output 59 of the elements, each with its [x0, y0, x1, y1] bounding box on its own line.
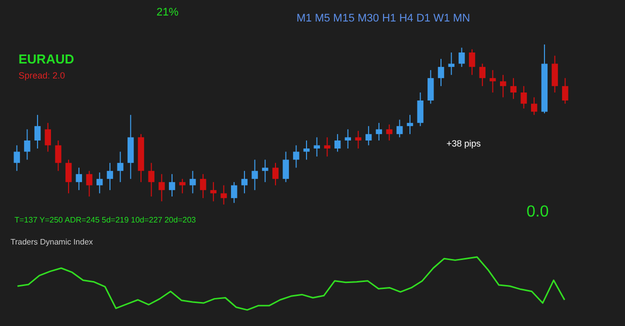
- candlestick: [396, 119, 403, 138]
- candlestick: [96, 172, 103, 194]
- candlestick: [428, 70, 434, 104]
- candlestick: [76, 167, 82, 191]
- candlestick: [479, 63, 486, 87]
- text: M1 M5 M15 M30 H1 H4 D1 W1 MN: [296, 12, 470, 24]
- candlestick: [262, 159, 268, 183]
- text: T=137 Y=250 ADR=245 5d=219 10d=227 20d=203: [14, 216, 196, 224]
- candlestick: [220, 184, 227, 205]
- candlestick: [552, 55, 558, 93]
- candlestick: [334, 134, 341, 152]
- candlestick: [458, 47, 465, 68]
- candlestick: [241, 170, 248, 194]
- candlestick: [500, 74, 506, 98]
- candlestick: [406, 114, 414, 135]
- candlestick: [65, 159, 72, 194]
- text: EURAUD: [18, 52, 74, 66]
- candlestick: [314, 136, 320, 157]
- text: 21%: [156, 6, 179, 18]
- candlestick: [531, 96, 538, 116]
- candlestick: [293, 144, 300, 168]
- chart-title: Traders Dynamic Index: [10, 238, 93, 246]
- candlestick: [272, 162, 279, 186]
- text: Spread: 2.0: [18, 70, 66, 80]
- candlestick: [448, 52, 454, 76]
- candlestick: [365, 126, 372, 146]
- candlestick: [344, 128, 352, 149]
- candlestick: [200, 174, 206, 199]
- candlestick: [386, 124, 392, 141]
- candlestick: [44, 122, 51, 152]
- candlestick: [179, 178, 186, 194]
- candlestick: [14, 144, 20, 172]
- candlestick: [468, 48, 476, 76]
- candlestick: [34, 114, 41, 149]
- candlestick: [168, 174, 176, 197]
- candlestick: [106, 162, 114, 191]
- candlestick: [252, 159, 258, 191]
- candlestick: [190, 170, 196, 194]
- candlestick: [520, 86, 527, 109]
- candlestick: [55, 140, 62, 172]
- candlestick: [282, 151, 289, 183]
- candlestick: [438, 58, 444, 87]
- candlestick: [303, 140, 310, 160]
- candlestick: [376, 122, 382, 141]
- candlestick: [24, 128, 30, 160]
- candlestick: [148, 162, 154, 197]
- candlestick: [355, 130, 362, 149]
- candlestick: [210, 182, 217, 202]
- candlestick: [510, 78, 517, 100]
- candlestick: [490, 70, 496, 93]
- candlestick: [230, 182, 238, 204]
- annotation: 0.0: [526, 204, 549, 220]
- candlestick: [562, 78, 568, 104]
- candlestick: [324, 136, 330, 157]
- candlestick: [417, 92, 424, 127]
- annotation: +38 pips: [446, 138, 482, 148]
- candlestick: [158, 174, 165, 202]
- candlestick: [86, 170, 92, 197]
- candlestick: [117, 151, 124, 183]
